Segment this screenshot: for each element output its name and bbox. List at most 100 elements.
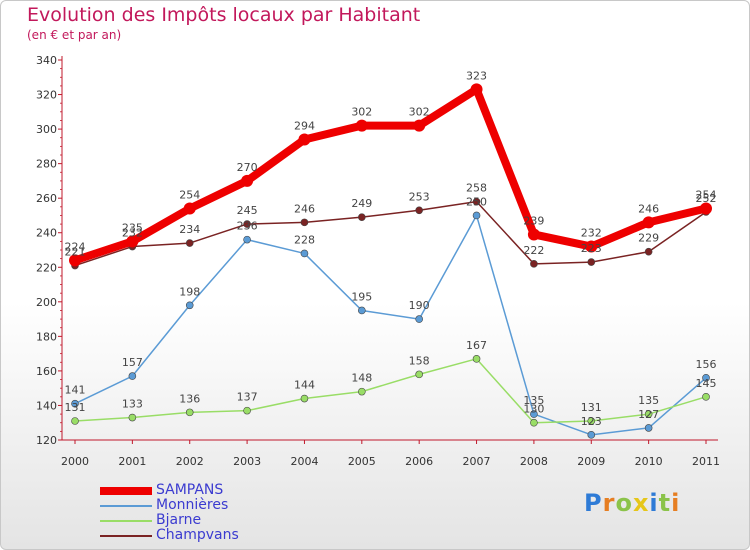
data-point xyxy=(300,218,309,227)
series-line-champvans xyxy=(74,200,707,267)
y-tick-label: 200 xyxy=(36,296,57,309)
data-point xyxy=(587,431,596,439)
data-label: 141 xyxy=(65,384,86,397)
series-line-monnières xyxy=(74,214,707,436)
data-point xyxy=(700,202,712,215)
data-label: 228 xyxy=(294,233,315,246)
data-point xyxy=(185,301,194,310)
data-label: 222 xyxy=(523,244,544,257)
data-label: 250 xyxy=(466,195,487,208)
data-point xyxy=(587,258,596,266)
x-tick-label: 2011 xyxy=(692,455,720,468)
data-label: 133 xyxy=(122,398,143,411)
data-label: 252 xyxy=(696,192,717,205)
data-label: 249 xyxy=(351,197,372,210)
data-label: 302 xyxy=(409,106,430,119)
data-point xyxy=(470,83,483,96)
data-point xyxy=(358,387,366,396)
data-point xyxy=(358,213,366,221)
data-label: 135 xyxy=(638,394,659,407)
data-point xyxy=(126,235,139,248)
chart-title: Evolution des Impôts locaux par Habitant xyxy=(27,4,421,26)
data-label: 131 xyxy=(581,401,602,414)
legend-label-sampans: SAMPANS xyxy=(156,482,224,498)
logo-letter: o xyxy=(615,489,633,517)
x-tick-label: 2002 xyxy=(176,455,204,468)
data-point xyxy=(243,220,251,228)
data-point xyxy=(185,239,194,247)
data-label: 239 xyxy=(523,214,544,227)
data-point xyxy=(472,211,481,220)
series-line-sampans xyxy=(71,85,710,265)
data-label: 130 xyxy=(523,403,544,416)
legend-swatch-monnieres xyxy=(100,505,152,507)
data-label: 234 xyxy=(179,223,200,236)
y-tick-label: 160 xyxy=(36,365,57,378)
logo-letter: i xyxy=(671,489,681,517)
data-point xyxy=(644,410,653,418)
data-label: 246 xyxy=(294,202,315,215)
y-tick-label: 240 xyxy=(36,227,57,240)
logo-letter: t xyxy=(658,489,672,517)
data-label: 198 xyxy=(179,285,200,298)
y-tick-label: 120 xyxy=(36,434,57,447)
data-point xyxy=(243,406,251,415)
y-tick-label: 260 xyxy=(36,192,57,205)
data-label: 232 xyxy=(581,227,602,240)
data-point xyxy=(128,372,137,380)
data-label: 123 xyxy=(581,415,602,428)
data-label: 148 xyxy=(351,372,372,385)
logo-letter: i xyxy=(649,489,659,517)
data-label: 190 xyxy=(409,299,430,312)
legend-swatch-champvans xyxy=(100,535,152,537)
data-point xyxy=(298,133,311,146)
x-tick-label: 2005 xyxy=(348,455,376,468)
data-label: 253 xyxy=(409,190,430,203)
data-point xyxy=(644,424,653,432)
data-point xyxy=(128,413,137,422)
data-label: 135 xyxy=(523,394,544,407)
y-tick-label: 300 xyxy=(36,123,57,136)
legend-swatch-sampans xyxy=(100,487,152,495)
data-point xyxy=(644,247,653,256)
data-point xyxy=(355,119,368,132)
data-point xyxy=(185,408,194,417)
y-tick-label: 340 xyxy=(36,54,57,67)
proxiti-logo: Proxiti xyxy=(584,489,680,517)
data-label: 144 xyxy=(294,379,315,392)
logo-letter: P xyxy=(584,489,603,517)
data-point xyxy=(415,315,423,323)
data-point xyxy=(300,394,309,403)
data-label: 195 xyxy=(351,290,372,303)
data-label: 158 xyxy=(409,354,430,367)
data-label: 221 xyxy=(65,246,86,259)
x-tick-label: 2004 xyxy=(290,455,318,468)
data-point xyxy=(642,216,655,229)
data-label: 236 xyxy=(237,220,258,233)
data-label: 223 xyxy=(581,242,602,255)
data-label: 254 xyxy=(179,189,200,202)
data-point xyxy=(702,374,710,382)
data-point xyxy=(530,410,538,418)
data-point xyxy=(243,235,251,244)
chart-subtitle: (en € et par an) xyxy=(27,28,122,42)
data-label: 127 xyxy=(638,408,659,421)
x-tick-label: 2001 xyxy=(118,455,146,468)
data-point xyxy=(587,417,596,425)
data-point xyxy=(358,306,366,315)
data-label: 136 xyxy=(179,392,200,405)
y-tick-label: 220 xyxy=(36,261,57,274)
x-tick-label: 2006 xyxy=(405,455,433,468)
data-point xyxy=(241,174,254,187)
data-label: 258 xyxy=(466,182,487,195)
data-label: 294 xyxy=(294,119,315,132)
data-label: 137 xyxy=(237,391,258,404)
data-point xyxy=(69,254,81,267)
data-label: 224 xyxy=(65,240,86,253)
data-label: 254 xyxy=(696,189,717,202)
y-tick-label: 280 xyxy=(36,158,57,171)
x-tick-label: 2008 xyxy=(520,455,548,468)
legend-label-bjarne: Bjarne xyxy=(156,512,202,528)
logo-letter: x xyxy=(632,489,650,517)
x-tick-label: 2010 xyxy=(635,455,663,468)
